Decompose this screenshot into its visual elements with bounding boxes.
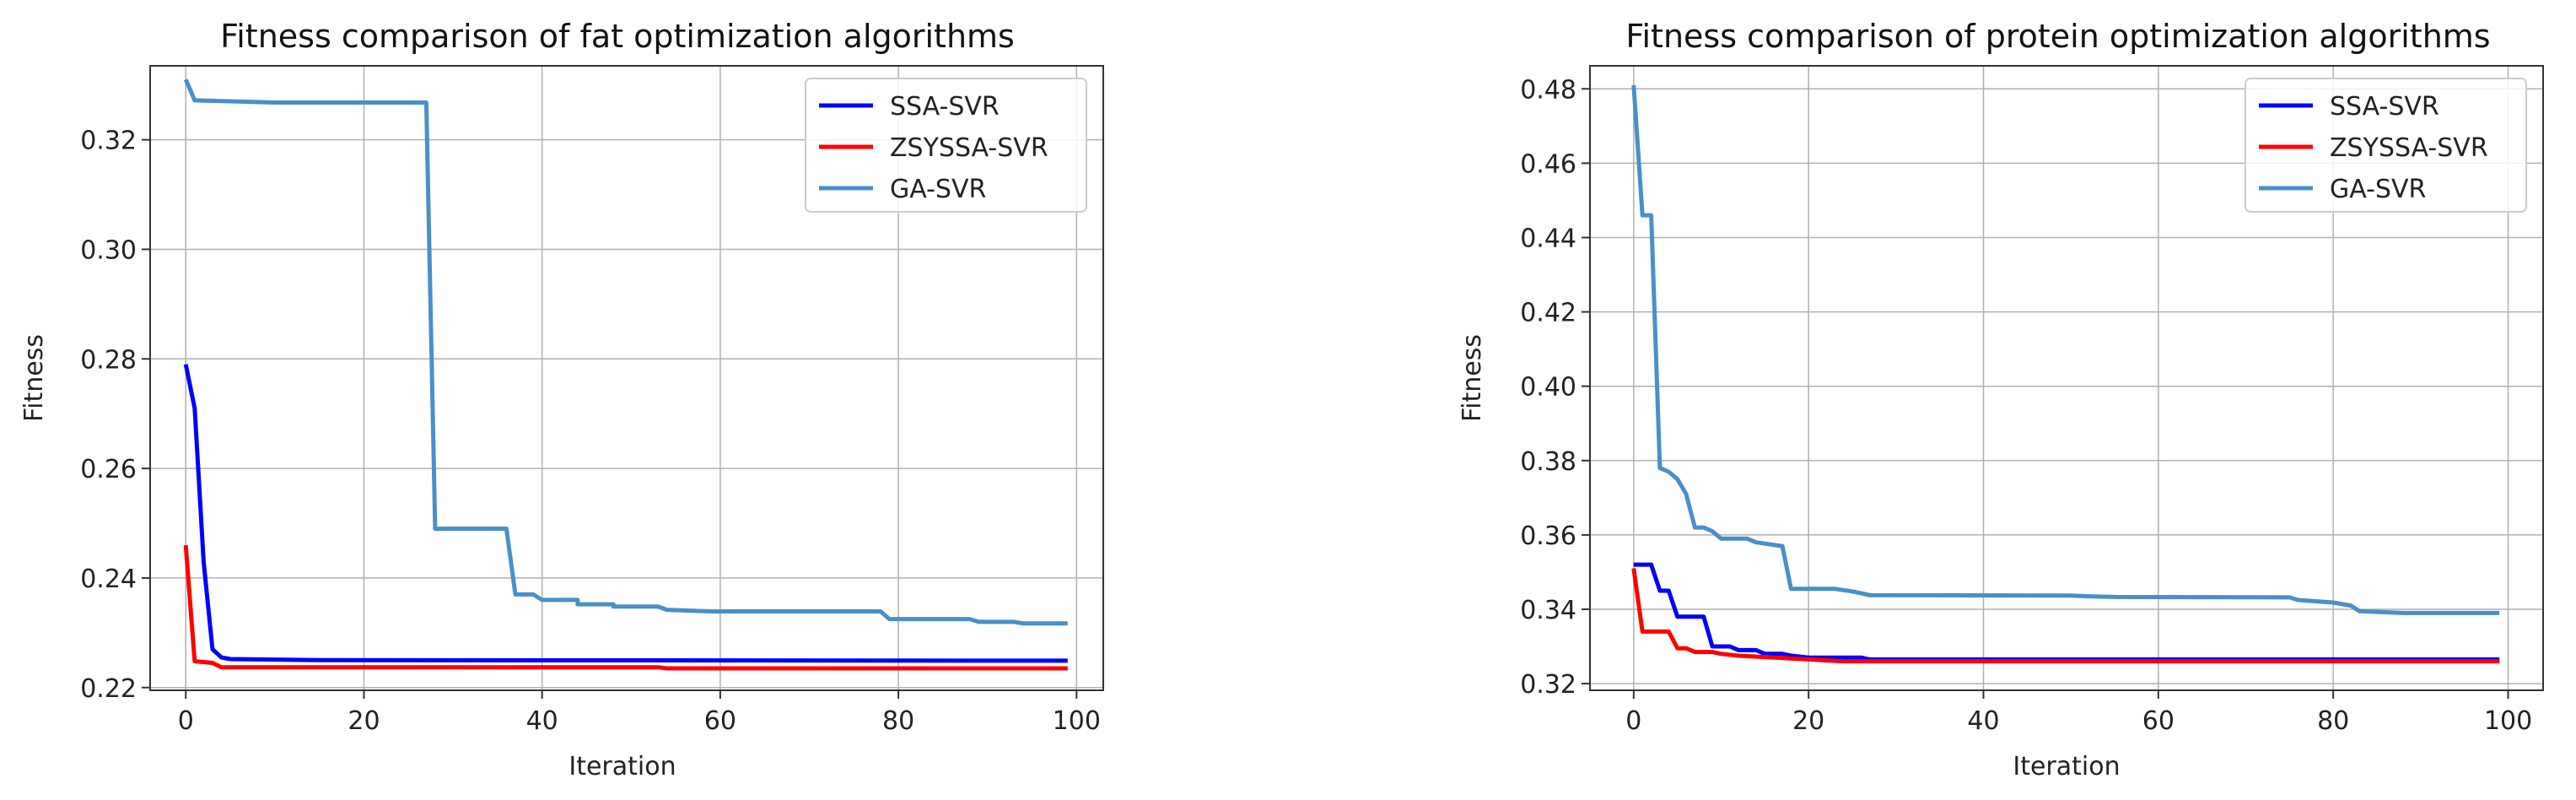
y-tick-label: 0.30 <box>80 235 137 265</box>
x-tick-label: 0 <box>1625 706 1641 736</box>
y-tick-label: 0.26 <box>80 455 137 484</box>
x-tick-label: 60 <box>2142 706 2175 736</box>
plot-frame <box>149 65 1104 691</box>
y-tick-label: 0.34 <box>1520 596 1576 625</box>
series-line-ssa-svr <box>1633 562 2500 662</box>
x-tick-label: 20 <box>1792 706 1824 736</box>
series-line-ssa-svr <box>183 364 1068 663</box>
y-tick-label: 0.48 <box>1520 75 1576 105</box>
chart-title: Fitness comparison of fat optimization a… <box>220 18 1015 55</box>
x-tick-label: 0 <box>178 706 194 736</box>
grid <box>1590 66 2543 690</box>
legend-label: GA-SVR <box>890 175 986 204</box>
legend: SSA-SVR ZSYSSA-SVR GA-SVR <box>805 78 1087 213</box>
x-tick-label: 20 <box>348 706 380 736</box>
legend-box <box>805 78 1087 213</box>
y-ticks: 0.32 0.34 0.36 0.38 0.40 0.42 0.44 0.46 0.48 <box>1520 75 1590 700</box>
x-tick-label: 100 <box>1053 706 1101 736</box>
y-tick-label: 0.32 <box>80 127 137 156</box>
x-tick-label: 40 <box>526 706 558 736</box>
y-tick-label: 0.36 <box>1520 522 1576 551</box>
x-tick-label: 80 <box>882 706 914 736</box>
legend-box <box>2245 78 2527 213</box>
y-tick-label: 0.44 <box>1520 224 1576 254</box>
x-tick-label: 80 <box>2317 706 2349 736</box>
legend-label: SSA-SVR <box>2330 92 2439 122</box>
legend-label: ZSYSSA-SVR <box>890 133 1048 163</box>
y-tick-label: 0.42 <box>1520 299 1576 328</box>
y-tick-label: 0.40 <box>1520 373 1576 403</box>
protein-chart: Fitness comparison of protein optimizati… <box>1458 18 2544 781</box>
y-tick-label: 0.46 <box>1520 149 1576 179</box>
legend-label: GA-SVR <box>2330 175 2426 204</box>
x-ticks: 0 20 40 60 80 100 <box>178 690 1101 736</box>
y-axis-label: Fitness <box>1458 334 1487 422</box>
series-line-zsyssa-svr <box>183 544 1068 671</box>
x-tick-label: 60 <box>704 706 736 736</box>
x-ticks: 0 20 40 60 80 100 <box>1625 690 2532 736</box>
y-tick-label: 0.32 <box>1520 670 1576 700</box>
legend-label: ZSYSSA-SVR <box>2330 133 2488 163</box>
chart-title: Fitness comparison of protein optimizati… <box>1625 18 2490 55</box>
y-tick-label: 0.22 <box>80 674 137 704</box>
y-tick-label: 0.28 <box>80 345 137 375</box>
y-ticks: 0.22 0.24 0.26 0.28 0.30 0.32 <box>80 127 150 704</box>
series-line-zsyssa-svr <box>1631 568 2500 664</box>
plot-frame <box>1589 65 2544 691</box>
fat-chart: Fitness comparison of fat optimization a… <box>19 18 1104 781</box>
legend-label: SSA-SVR <box>890 92 1000 122</box>
x-tick-label: 100 <box>2484 706 2532 736</box>
series-lines <box>183 78 1068 671</box>
series-line-ga-svr <box>183 78 1068 626</box>
y-tick-label: 0.38 <box>1520 447 1576 477</box>
legend: SSA-SVR ZSYSSA-SVR GA-SVR <box>2245 78 2527 213</box>
x-tick-label: 40 <box>1967 706 1999 736</box>
y-axis-label: Fitness <box>19 334 49 422</box>
series-line-ga-svr <box>1631 84 2500 615</box>
x-axis-label: Iteration <box>569 752 676 781</box>
series-lines <box>1631 84 2500 664</box>
y-tick-label: 0.24 <box>80 565 137 594</box>
x-axis-label: Iteration <box>2013 752 2120 781</box>
